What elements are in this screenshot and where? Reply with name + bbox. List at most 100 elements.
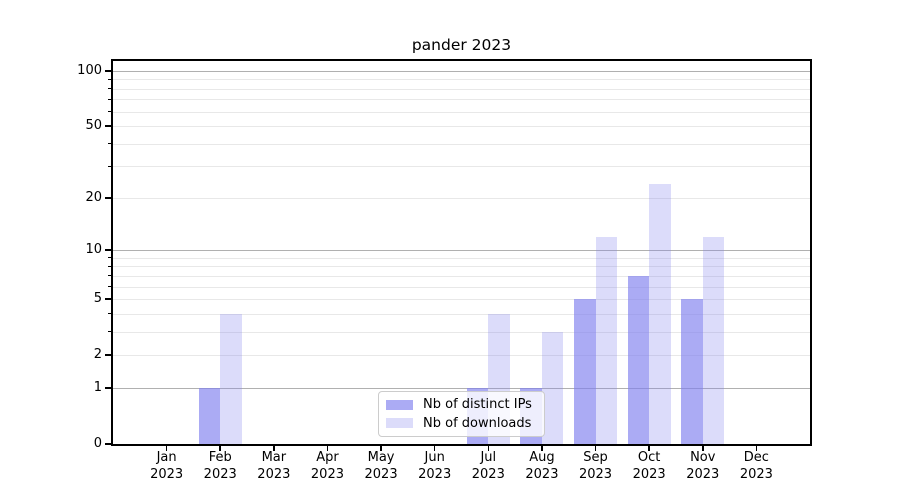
x-tick-sep — [594, 446, 597, 451]
x-tick-label-aug: Aug 2023 — [512, 450, 572, 483]
x-tick-may — [380, 446, 382, 451]
chart-title: pander 2023 — [411, 36, 512, 54]
x-tick-feb — [219, 446, 222, 451]
gridline-minor-80 — [113, 88, 810, 90]
x-tick-label-jan: Jan 2023 — [137, 450, 197, 483]
bar-downloads-oct — [649, 183, 671, 444]
legend-label-downloads: Nb of downloads — [423, 415, 532, 431]
x-tick-label-jun: Jun 2023 — [405, 450, 465, 483]
y-tick-label-2: 2 — [93, 347, 102, 363]
x-tick-oct — [648, 446, 650, 451]
gridline-minor-9 — [113, 257, 810, 259]
x-label-year-feb: 2023 — [203, 466, 237, 482]
x-label-year-jul: 2023 — [471, 466, 505, 482]
x-tick-mar — [273, 446, 275, 451]
gridline-minor-6 — [113, 286, 810, 288]
y-tick-label-50: 50 — [85, 118, 102, 134]
y-minor-tick-80 — [108, 88, 111, 90]
x-tick-jan — [165, 446, 168, 451]
y-tick-2 — [105, 354, 111, 356]
bar-distinct-ips-sep — [574, 299, 596, 444]
gridline-major-100 — [113, 70, 810, 72]
x-tick-jul — [487, 446, 490, 451]
x-label-month-dec: Dec — [743, 450, 769, 465]
y-minor-tick-70 — [108, 98, 111, 100]
x-tick-label-oct: Oct 2023 — [619, 450, 679, 483]
gridline-major-1 — [113, 387, 810, 389]
x-label-month-oct: Oct — [637, 450, 661, 465]
x-label-month-feb: Feb — [208, 450, 232, 465]
y-minor-tick-7 — [108, 275, 111, 277]
legend-label-distinct-ips: Nb of distinct IPs — [423, 397, 532, 413]
y-tick-label-0: 0 — [93, 436, 102, 451]
legend-swatch-distinct-ips — [386, 399, 413, 410]
y-tick-20 — [105, 197, 111, 199]
x-tick-jun — [433, 446, 436, 451]
x-label-month-sep: Sep — [583, 450, 608, 465]
x-label-year-jun: 2023 — [418, 466, 452, 482]
x-label-year-dec: 2023 — [739, 466, 773, 482]
gridline-minor-4 — [113, 313, 810, 315]
x-tick-label-apr: Apr 2023 — [297, 450, 357, 483]
x-label-month-jul: Jul — [480, 450, 497, 465]
y-tick-label-100: 100 — [77, 62, 102, 78]
gridline-minor-70 — [113, 99, 810, 101]
y-tick-label-1: 1 — [93, 379, 102, 395]
y-tick-0 — [105, 443, 111, 445]
y-minor-tick-6 — [108, 286, 111, 288]
legend-item-downloads: Nb of downloads — [379, 416, 544, 431]
x-label-year-aug: 2023 — [525, 466, 559, 482]
y-tick-label-10: 10 — [85, 242, 102, 258]
x-label-year-apr: 2023 — [310, 466, 344, 482]
x-label-year-may: 2023 — [364, 466, 398, 482]
y-tick-label-5: 5 — [93, 291, 102, 307]
gridline-minor-2 — [113, 355, 810, 357]
bar-downloads-feb — [220, 313, 242, 444]
x-label-month-nov: Nov — [690, 450, 716, 465]
x-tick-label-mar: Mar 2023 — [244, 450, 304, 483]
x-label-year-nov: 2023 — [686, 466, 720, 482]
x-label-year-jan: 2023 — [150, 466, 184, 482]
y-tick-10 — [105, 249, 111, 251]
y-tick-100 — [105, 69, 111, 72]
x-label-month-jan: Jan — [156, 450, 177, 465]
bar-distinct-ips-feb — [198, 387, 221, 444]
x-tick-label-dec: Dec 2023 — [726, 450, 786, 483]
x-label-month-mar: Mar — [261, 450, 287, 465]
x-tick-label-may: May 2023 — [351, 450, 411, 483]
gridline-minor-50 — [113, 126, 810, 128]
x-tick-label-jul: Jul 2023 — [458, 450, 518, 483]
x-tick-aug — [541, 446, 543, 451]
bar-distinct-ips-nov — [681, 299, 703, 444]
y-minor-tick-40 — [108, 143, 111, 145]
bar-distinct-ips-oct — [627, 275, 650, 444]
x-tick-label-nov: Nov 2023 — [673, 450, 733, 483]
y-tick-label-20: 20 — [85, 189, 102, 205]
y-tick-50 — [105, 125, 111, 127]
x-label-month-may: May — [367, 450, 395, 465]
x-tick-label-sep: Sep 2023 — [566, 450, 626, 483]
x-label-year-oct: 2023 — [632, 466, 666, 482]
gridline-minor-20 — [113, 197, 810, 199]
x-label-month-apr: Apr — [316, 450, 339, 465]
gridline-minor-60 — [113, 111, 810, 113]
gridline-major-10 — [113, 250, 810, 252]
gridline-minor-30 — [113, 166, 810, 168]
x-tick-dec — [755, 446, 758, 451]
y-tick-1 — [105, 387, 111, 389]
gridline-minor-7 — [113, 275, 810, 277]
gridline-minor-5 — [113, 299, 810, 301]
y-minor-tick-30 — [108, 165, 111, 167]
bar-downloads-sep — [595, 236, 617, 444]
x-label-year-sep: 2023 — [578, 466, 613, 482]
legend-swatch-downloads — [386, 418, 413, 429]
gridline-minor-40 — [113, 143, 810, 145]
x-tick-nov — [701, 446, 704, 451]
legend: Nb of distinct IPs Nb of downloads — [378, 391, 545, 437]
x-tick-label-feb: Feb 2023 — [190, 450, 250, 483]
y-minor-tick-90 — [108, 78, 111, 80]
gridline-minor-8 — [113, 266, 810, 268]
gridline-minor-3 — [113, 331, 810, 333]
x-label-year-mar: 2023 — [257, 466, 291, 482]
